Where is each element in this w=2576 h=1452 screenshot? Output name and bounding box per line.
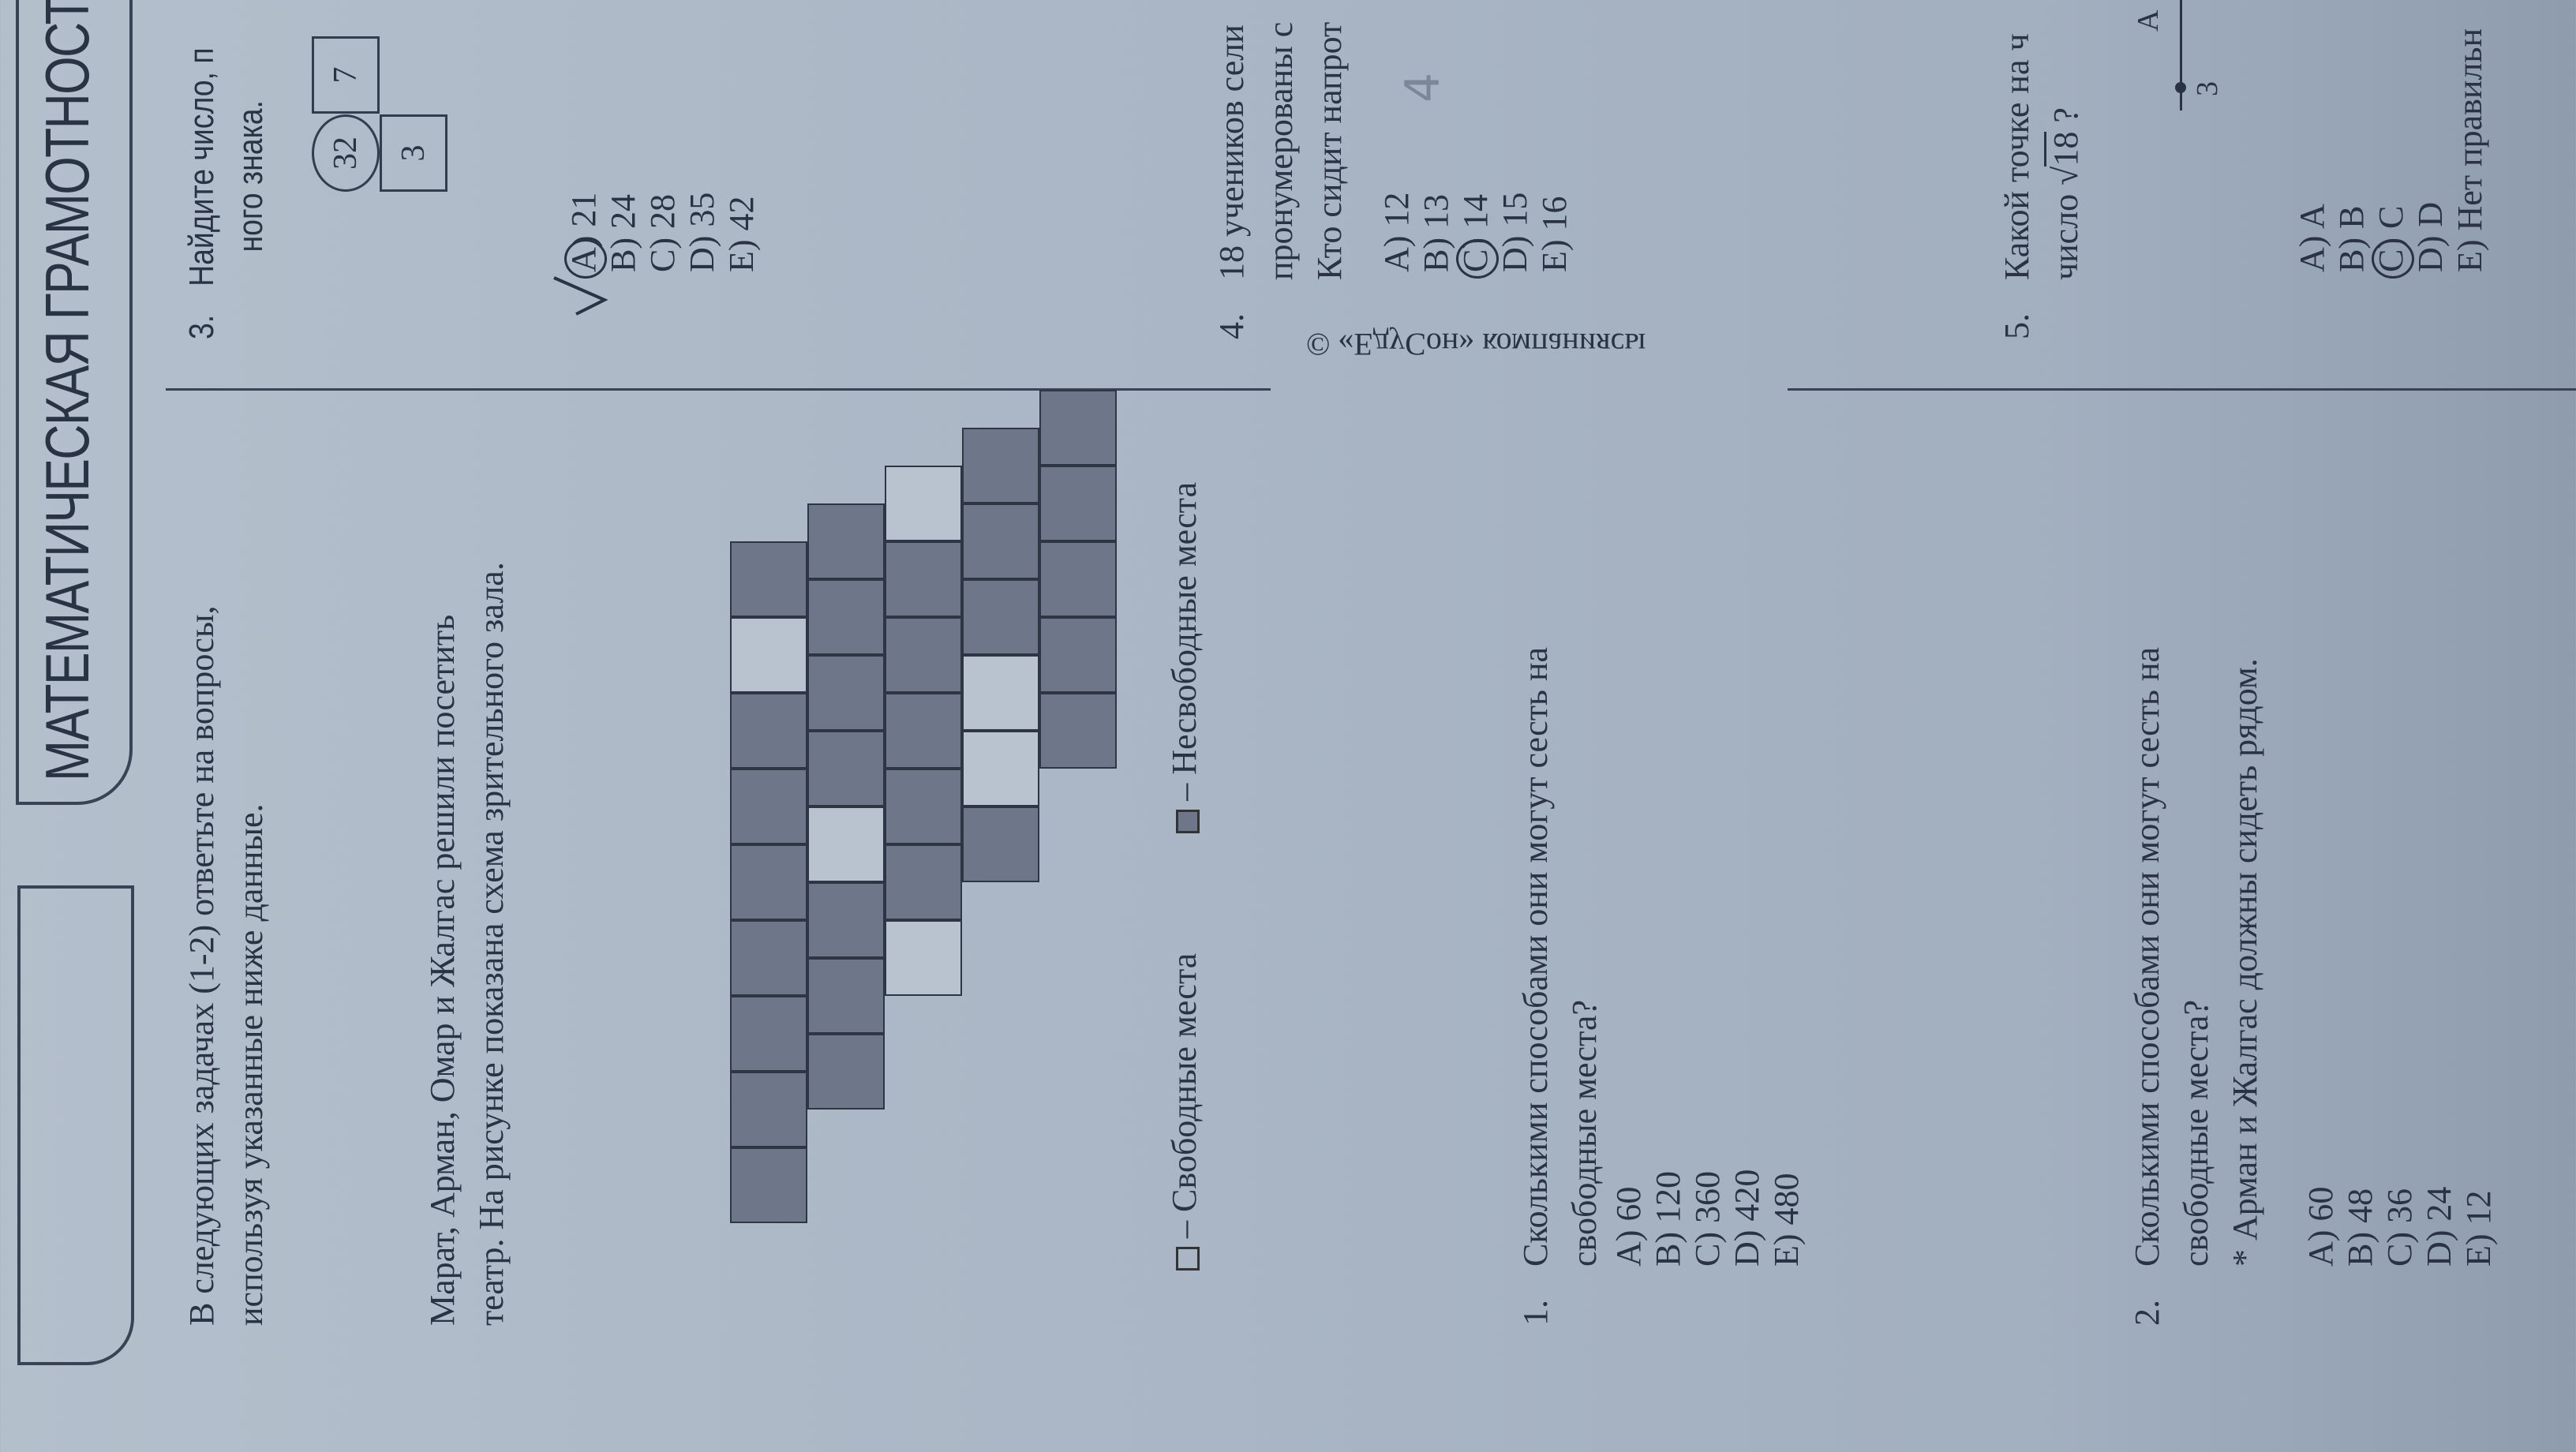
taken-seat [885, 617, 962, 693]
number-line: 3 A [2131, 0, 2233, 110]
answer-option[interactable]: D) 35 [683, 192, 721, 272]
digit-box: 7 [312, 36, 380, 114]
taken-seat [1039, 541, 1117, 617]
free-seat [885, 920, 962, 996]
taken-seat [730, 996, 807, 1072]
question-3: 3. Найдите число, п ного знака. [182, 47, 270, 339]
digit-box: 3 [380, 114, 447, 192]
taken-seat [807, 958, 885, 1034]
answer-option[interactable]: C) 360 [1688, 1171, 1727, 1267]
legend: – Свободные места – Несвободные места [1160, 482, 1209, 1270]
taken-seat [1039, 466, 1117, 541]
answer-option[interactable]: E) Нет правильн [2451, 28, 2489, 272]
seating-diagram [730, 390, 1117, 1223]
handwritten-note: 4 [1395, 72, 1451, 103]
check-mark-icon [552, 276, 612, 316]
answer-option[interactable]: C) C [2372, 28, 2414, 279]
taken-seat-icon [1175, 809, 1200, 833]
taken-seat [807, 1034, 885, 1110]
answer-option[interactable]: B) 24 [604, 194, 642, 272]
question-2: 2. Сколькими способами они могут сесть н… [2128, 646, 2498, 1326]
answer-option[interactable]: C) 36 [2380, 1188, 2419, 1267]
taken-seat [730, 769, 807, 844]
taken-seat [730, 1072, 807, 1147]
taken-seat [730, 920, 807, 996]
taken-seat [1039, 617, 1117, 693]
legend-taken: – Несвободные места [1165, 481, 1204, 801]
taken-seat [962, 579, 1039, 655]
taken-seat [885, 541, 962, 617]
context-text: Марат, Арман, Омар и Жалгас решили посет… [423, 562, 511, 1326]
answer-option[interactable]: A) A [2293, 204, 2331, 272]
free-seat [885, 466, 962, 541]
free-seat [962, 731, 1039, 806]
answer-option[interactable]: B) 120 [1649, 1171, 1687, 1267]
page-title: МАТЕМАТИЧЕСКАЯ ГРАМОТНОСТ [32, 0, 102, 781]
taken-seat [730, 1147, 807, 1223]
answer-option[interactable]: D) 24 [2420, 1186, 2458, 1267]
taken-seat [807, 579, 885, 655]
answer-option[interactable]: B) 48 [2341, 1188, 2379, 1267]
taken-seat [807, 655, 885, 731]
question-4: 4. 18 учеников сели пронумерованы с Кто … [1212, 21, 1349, 339]
answer-option[interactable]: E) 16 [1535, 196, 1574, 272]
copyright: © «ЕдуСон» компаниясы [1306, 327, 1646, 362]
answer-circle-icon [564, 239, 607, 279]
answer-option[interactable]: D) 15 [1496, 192, 1534, 272]
answer-circle-icon [1456, 239, 1499, 279]
column-divider [1788, 388, 2576, 391]
taken-seat [730, 693, 807, 769]
answer-option[interactable]: A) 21 [564, 193, 607, 279]
digit-boxes: 32 7 3 [312, 0, 447, 192]
intro-text: В следующих задачах (1-2) ответьте на во… [182, 605, 270, 1326]
digit-box: 32 [312, 114, 380, 192]
free-seat [807, 806, 885, 882]
answer-option[interactable]: E) 12 [2459, 1190, 2498, 1267]
answer-option[interactable]: D) 420 [1728, 1169, 1766, 1267]
taken-seat [807, 731, 885, 806]
name-box [17, 885, 134, 1365]
answer-option[interactable]: C) 14 [1456, 193, 1499, 279]
answer-option[interactable]: A) 60 [1609, 1186, 1648, 1267]
answer-option[interactable]: C) 28 [643, 194, 682, 272]
taken-seat [730, 844, 807, 920]
point-3 [2175, 82, 2186, 93]
taken-seat [730, 541, 807, 617]
free-seat-icon [1175, 1247, 1200, 1270]
answer-option[interactable]: B) B [2332, 205, 2371, 272]
taken-seat [962, 503, 1039, 579]
answer-option[interactable]: E) 42 [722, 196, 761, 272]
question-1: 1. Сколькими способами они могут сесть н… [1516, 646, 1806, 1326]
taken-seat [962, 806, 1039, 882]
taken-seat [885, 769, 962, 844]
legend-free: – Свободные места [1165, 952, 1204, 1238]
free-seat [730, 617, 807, 693]
answer-option[interactable]: E) 480 [1767, 1173, 1806, 1267]
taken-seat [807, 503, 885, 579]
taken-seat [885, 844, 962, 920]
taken-seat [1039, 693, 1117, 769]
sqrt-symbol: √ [2046, 166, 2085, 185]
taken-seat [807, 882, 885, 958]
answer-option[interactable]: B) 13 [1417, 194, 1455, 272]
taken-seat [1039, 390, 1117, 466]
taken-seat [885, 693, 962, 769]
answer-option[interactable]: D) D [2411, 201, 2450, 272]
answer-option[interactable]: A) 12 [1377, 192, 1416, 272]
answer-circle-icon [2372, 239, 2414, 279]
answer-option[interactable]: A) 60 [2301, 1186, 2340, 1267]
taken-seat [962, 428, 1039, 503]
free-seat [962, 655, 1039, 731]
question-5: 5. Какой точке на ч число √18 ? [1998, 33, 2085, 339]
